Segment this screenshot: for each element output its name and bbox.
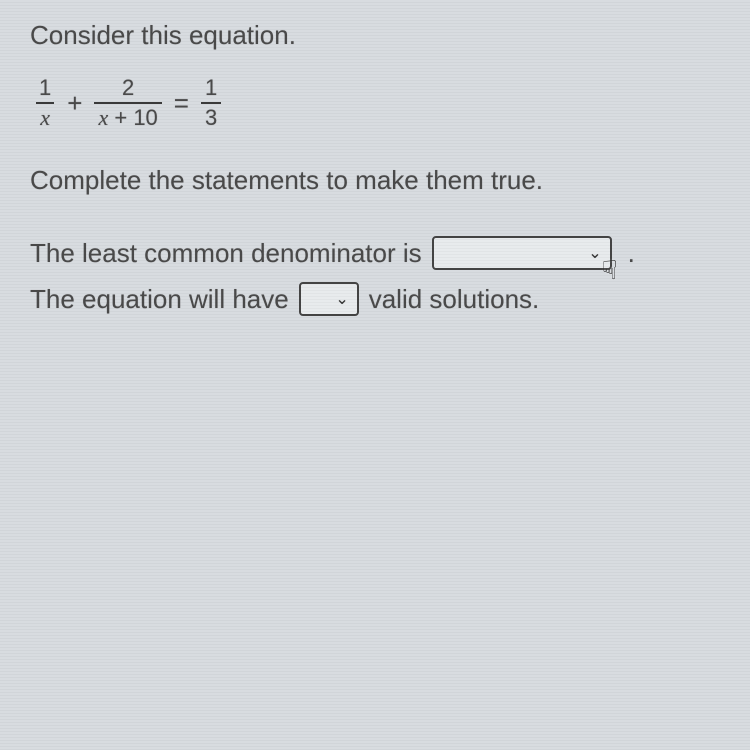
frac2-numerator: 2 (118, 76, 138, 102)
statement1-text: The least common denominator is (30, 238, 422, 269)
instruction-text: Complete the statements to make them tru… (30, 165, 720, 196)
operator-plus-1: + (67, 88, 82, 119)
statement-solutions: The equation will have ⌄ valid solutions… (30, 282, 720, 316)
frac2-denominator: x + 10 (94, 102, 161, 130)
frac3-numerator: 1 (201, 76, 221, 102)
chevron-down-icon: ⌄ (335, 289, 348, 309)
lcd-dropdown[interactable]: ⌄ ☟ (432, 236, 612, 270)
frac1-denominator: x (36, 102, 54, 130)
statement2-after: valid solutions. (369, 284, 540, 315)
solutions-dropdown[interactable]: ⌄ (299, 282, 359, 316)
statement-lcd: The least common denominator is ⌄ ☟ . (30, 236, 720, 270)
frac2-den-x: x (98, 105, 108, 130)
frac2-den-right: 10 (133, 105, 157, 130)
frac3-denominator: 3 (201, 102, 221, 130)
frac1-numerator: 1 (35, 76, 55, 102)
statement1-period: . (628, 238, 635, 269)
prompt-text: Consider this equation. (30, 20, 720, 51)
frac2-den-op: + (114, 105, 127, 130)
fraction-1: 1 x (35, 76, 55, 130)
fraction-3: 1 3 (201, 76, 221, 130)
statement2-before: The equation will have (30, 284, 289, 315)
fraction-2: 2 x + 10 (94, 76, 161, 130)
equation-display: 1 x + 2 x + 10 = 1 3 (30, 76, 720, 130)
operator-equals: = (174, 88, 189, 119)
chevron-down-icon: ⌄ (588, 243, 601, 263)
